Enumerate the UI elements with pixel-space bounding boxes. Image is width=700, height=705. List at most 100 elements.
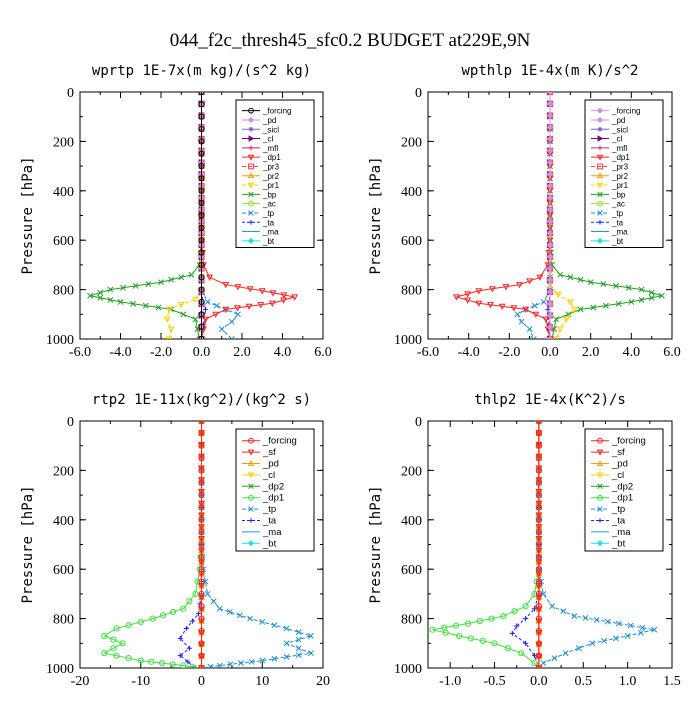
legend-marker	[248, 506, 254, 512]
data-point	[510, 305, 518, 312]
legend-label: _dp1	[262, 153, 281, 162]
y-axis-label: Pressure [hPa]	[368, 156, 384, 274]
y-tick-label: 400	[53, 514, 74, 529]
y-tick-label: 600	[401, 234, 422, 249]
data-point	[113, 652, 120, 659]
legend: _forcing_pd_sicl_cl_mfl_dp1_pr3_pr2_pr1_…	[235, 99, 315, 248]
data-point	[186, 598, 193, 605]
data-point	[442, 629, 449, 636]
data-point	[546, 100, 554, 108]
y-tick-label: 800	[53, 284, 74, 299]
data-point	[535, 566, 543, 573]
data-point	[271, 622, 278, 629]
data-point	[142, 302, 149, 309]
data-point	[259, 657, 266, 664]
x-tick-label: -2.0	[498, 345, 520, 360]
y-tick-label: 200	[401, 135, 422, 150]
data-point	[212, 311, 220, 318]
data-point	[107, 296, 114, 303]
data-point	[514, 623, 520, 629]
x-tick-label: 4.0	[623, 345, 641, 360]
data-point	[500, 613, 507, 620]
data-point	[553, 316, 560, 323]
x-tick-label: 0.0	[541, 345, 559, 360]
legend-label: _cl	[611, 470, 624, 481]
data-point	[198, 92, 205, 96]
legend-label: _pd	[262, 116, 276, 125]
data-point	[137, 618, 144, 625]
data-point	[198, 615, 205, 622]
legend-marker	[597, 145, 603, 151]
data-point	[210, 598, 217, 605]
x-tick-label: 0.0	[530, 674, 548, 689]
data-point	[544, 262, 552, 269]
x-tick-label: -0.5	[483, 674, 505, 689]
legend-label: _pd	[262, 459, 279, 470]
data-point	[198, 187, 205, 194]
data-point	[531, 659, 538, 667]
data-point	[180, 311, 187, 318]
legend-label: _ma	[262, 527, 282, 538]
data-point	[511, 608, 518, 615]
data-point	[204, 590, 211, 597]
legend-label: _bt	[262, 538, 277, 549]
data-point	[198, 138, 205, 145]
series-line	[179, 421, 202, 668]
data-point	[228, 318, 235, 325]
figure-title: 044_f2c_thresh45_sfc0.2 BUDGET at229E,9N	[170, 30, 531, 51]
x-tick-label: -20	[71, 674, 90, 689]
data-point	[526, 326, 533, 333]
data-point	[198, 640, 205, 647]
data-point	[198, 335, 205, 339]
legend: _forcing_sf_pd_cl_dp2_dp1_tp_ta_ma_bt	[235, 428, 315, 552]
legend-label: _pd	[611, 459, 628, 470]
y-tick-label: 800	[53, 613, 74, 628]
legend-label: _mfl	[611, 144, 627, 153]
data-point	[295, 645, 302, 652]
data-point	[119, 640, 126, 647]
data-point	[523, 640, 529, 646]
data-point	[535, 664, 543, 668]
data-point	[570, 306, 578, 313]
y-tick-label: 800	[401, 284, 422, 299]
legend-label: _tp	[611, 504, 625, 515]
legend-label: _pd	[611, 116, 625, 125]
data-point	[601, 637, 607, 644]
x-tick-label: 6.0	[314, 345, 332, 360]
data-point	[97, 294, 104, 301]
legend-marker	[596, 154, 604, 161]
data-point	[258, 288, 266, 295]
data-point	[113, 625, 120, 632]
legend-label: _mfl	[262, 144, 278, 153]
data-point	[159, 612, 167, 619]
data-point	[535, 529, 543, 536]
data-point	[207, 663, 214, 668]
data-point	[535, 430, 543, 437]
data-point	[198, 163, 205, 170]
data-point	[546, 123, 554, 131]
y-tick-label: 1000	[394, 333, 422, 348]
data-point	[571, 613, 578, 620]
chart-title: wprtp 1E-7x(m kg)/(s^2 kg)	[92, 63, 311, 79]
legend-label: _bt	[611, 538, 626, 549]
data-point	[283, 625, 290, 632]
data-point	[535, 541, 543, 548]
data-point	[546, 276, 554, 284]
legend-label: _ma	[262, 228, 279, 237]
data-point	[532, 311, 540, 318]
data-point	[487, 302, 494, 309]
data-point	[530, 336, 537, 339]
legend-marker	[248, 483, 254, 490]
data-point	[658, 292, 665, 299]
x-tick-label: -1.0	[439, 674, 461, 689]
data-point	[177, 635, 183, 641]
data-point	[226, 609, 233, 615]
series-line	[538, 421, 655, 668]
data-point	[259, 618, 266, 625]
legend-marker	[596, 182, 604, 189]
data-point	[198, 224, 205, 231]
legend-box	[584, 428, 664, 552]
data-point	[498, 303, 506, 310]
legend-marker	[597, 483, 603, 490]
